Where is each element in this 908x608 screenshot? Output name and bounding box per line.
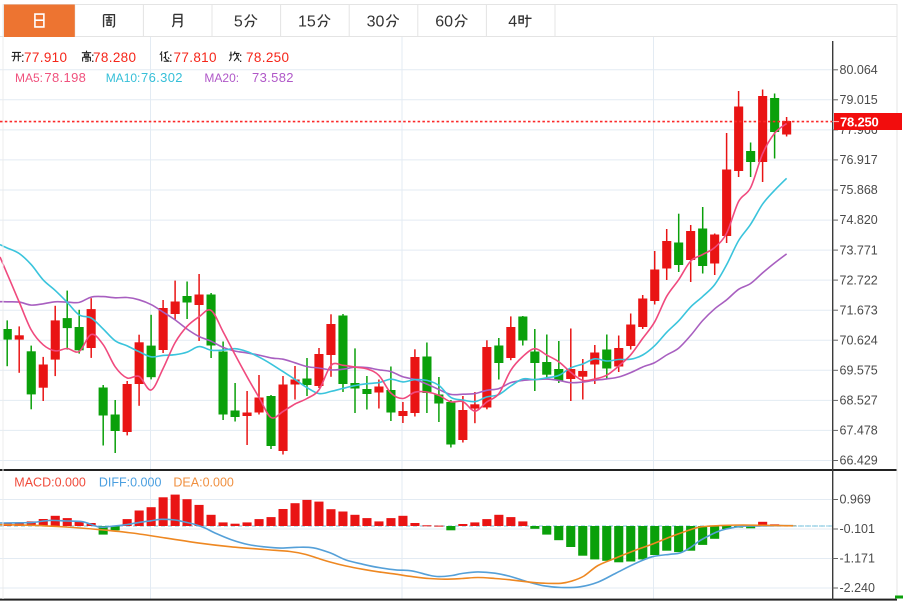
svg-text:DIFF:0.000: DIFF:0.000	[99, 476, 162, 490]
svg-text:78.250: 78.250	[840, 115, 879, 130]
svg-text:77.910: 77.910	[24, 50, 67, 65]
svg-text:70.624: 70.624	[840, 333, 878, 347]
svg-text:-0.101: -0.101	[840, 522, 875, 536]
svg-text:MA5:: MA5:	[15, 71, 43, 85]
svg-text::: :	[21, 50, 25, 65]
svg-text:68.527: 68.527	[840, 394, 878, 408]
svg-text:69.575: 69.575	[840, 364, 878, 378]
svg-text:MACD:0.000: MACD:0.000	[14, 476, 86, 490]
svg-text:73.771: 73.771	[840, 243, 878, 257]
svg-text:74.820: 74.820	[840, 213, 878, 227]
svg-text:67.478: 67.478	[840, 424, 878, 438]
svg-text::: :	[91, 50, 95, 65]
svg-text:0.969: 0.969	[840, 493, 871, 507]
svg-text:72.722: 72.722	[840, 273, 878, 287]
svg-text:MA20:: MA20:	[204, 71, 239, 85]
svg-text::: :	[169, 50, 173, 65]
svg-text:79.015: 79.015	[840, 93, 878, 107]
svg-text::: :	[239, 50, 243, 65]
svg-text:77.810: 77.810	[174, 50, 217, 65]
svg-text:76.302: 76.302	[141, 70, 183, 85]
svg-text:DEA:0.000: DEA:0.000	[173, 476, 234, 490]
svg-text:4: 4	[508, 14, 517, 31]
svg-text:MA10:: MA10:	[106, 71, 141, 85]
svg-text:5: 5	[234, 14, 243, 31]
svg-text:76.917: 76.917	[840, 153, 878, 167]
svg-text:71.673: 71.673	[840, 303, 878, 317]
svg-text:66.429: 66.429	[840, 454, 878, 468]
svg-text:15: 15	[298, 14, 316, 31]
svg-text:30: 30	[367, 14, 385, 31]
svg-text:80.064: 80.064	[840, 63, 878, 77]
svg-text:78.250: 78.250	[246, 50, 289, 65]
svg-text:75.868: 75.868	[840, 183, 878, 197]
svg-text:73.582: 73.582	[252, 70, 294, 85]
svg-text:60: 60	[435, 14, 453, 31]
svg-text:78.280: 78.280	[93, 50, 136, 65]
svg-text:-2.240: -2.240	[840, 581, 875, 595]
svg-text:78.198: 78.198	[44, 70, 86, 85]
svg-text:-1.171: -1.171	[840, 552, 875, 566]
